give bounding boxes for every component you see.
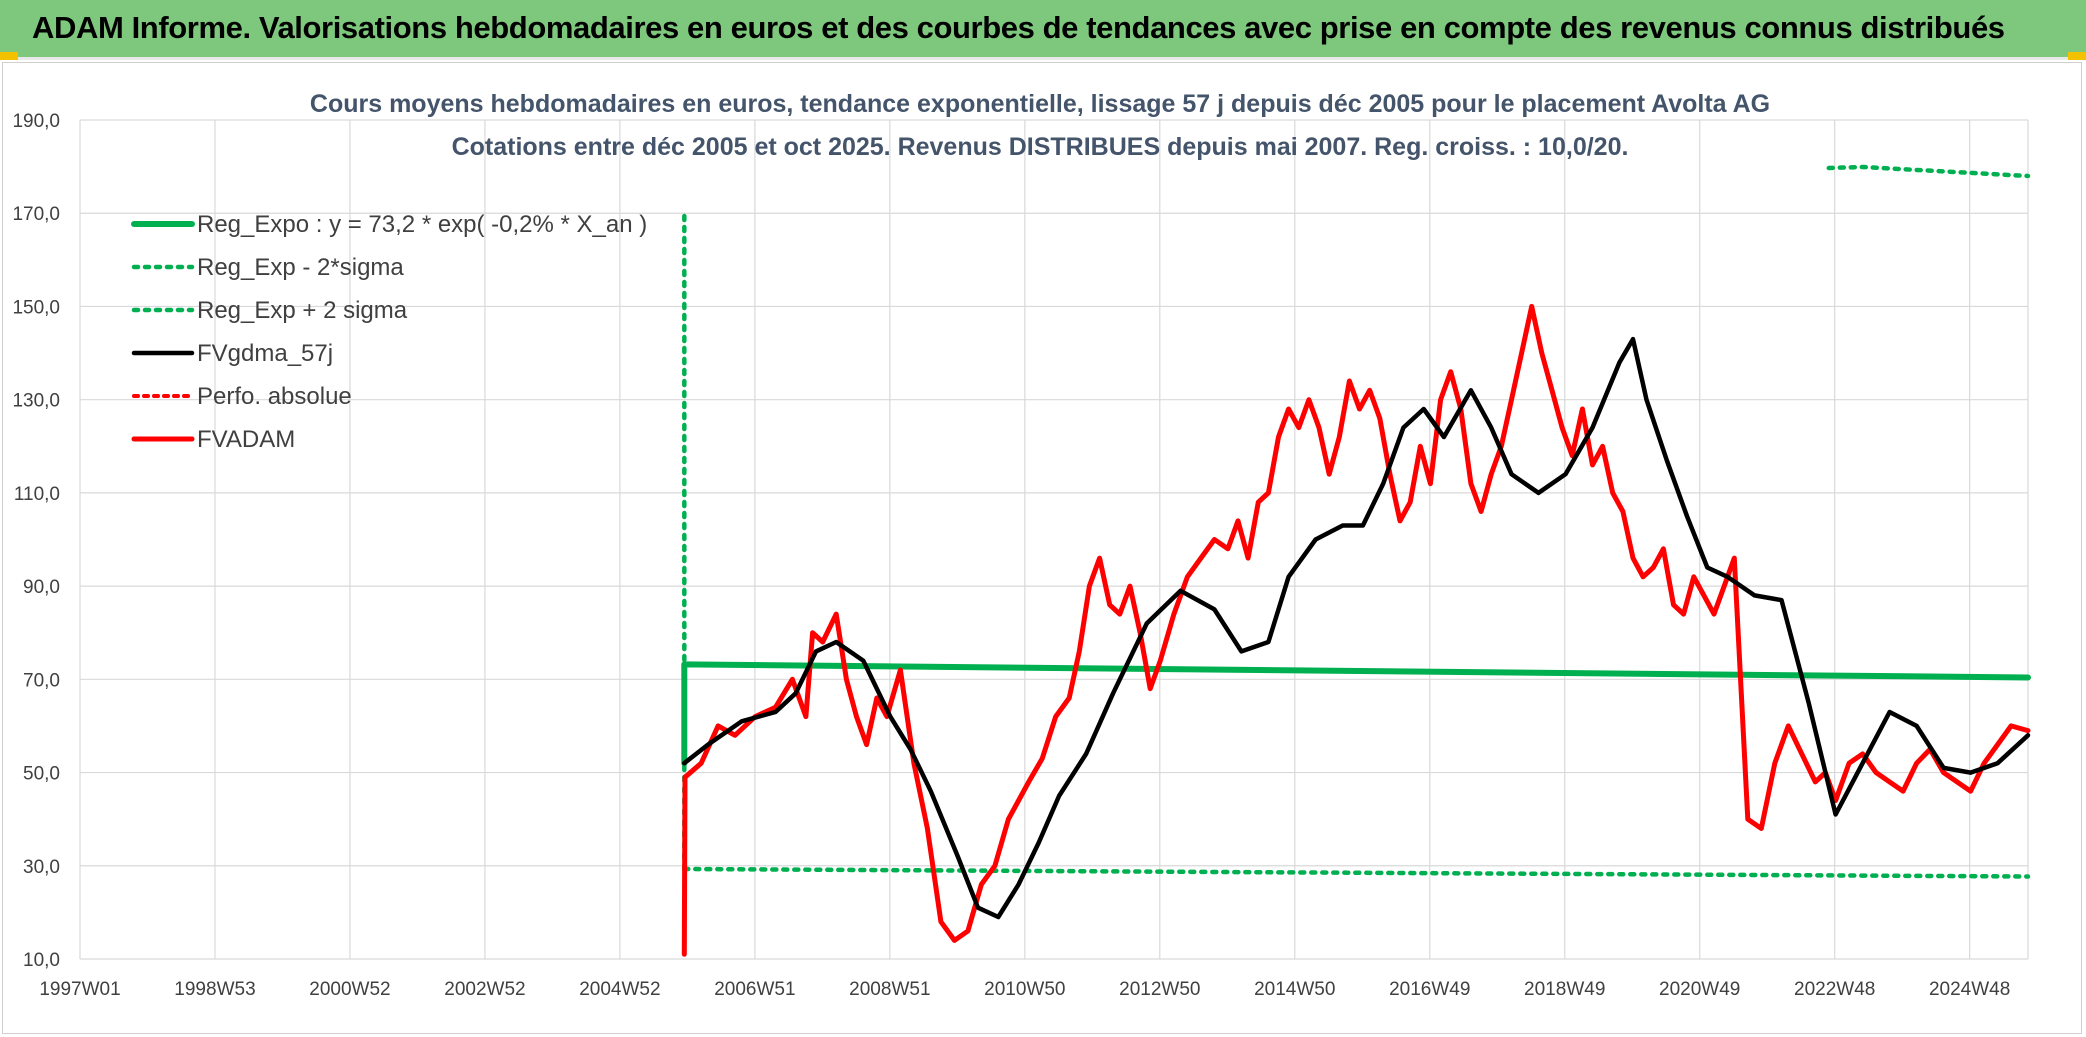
y-tick-label: 50,0 <box>23 764 60 785</box>
left-corner-accent <box>0 52 18 60</box>
y-tick-label: 90,0 <box>23 577 60 598</box>
y-tick-label: 70,0 <box>23 670 60 691</box>
x-tick-label: 2004W52 <box>579 979 660 1000</box>
page-title: ADAM Informe. Valorisations hebdomadaire… <box>32 10 2005 45</box>
x-tick-label: 2010W50 <box>984 979 1065 1000</box>
x-tick-label: 2022W48 <box>1794 979 1875 1000</box>
chart-frame <box>2 62 2082 1034</box>
legend-label: FVADAM <box>197 426 295 453</box>
x-tick-label: 1998W53 <box>174 979 255 1000</box>
x-tick-label: 1997W01 <box>39 979 120 1000</box>
x-tick-label: 2024W48 <box>1929 979 2010 1000</box>
y-tick-label: 130,0 <box>12 391 60 412</box>
legend-label: Reg_Expo : y = 73,2 * exp( -0,2% * X_an … <box>197 211 647 238</box>
x-tick-label: 2018W49 <box>1524 979 1605 1000</box>
series-lines <box>681 164 2031 957</box>
y-tick-label: 150,0 <box>12 297 60 318</box>
y-axis-ticks: 190,0 170,0 150,0 130,0 110,0 90,0 70,0 50,0 30,… <box>12 111 60 971</box>
header-banner: ADAM Informe. Valorisations hebdomadaire… <box>0 0 2086 60</box>
chart-subtitle: Cotations entre déc 2005 et oct 2025. Re… <box>452 133 1629 161</box>
y-tick-label: 30,0 <box>23 857 60 878</box>
y-tick-label: 10,0 <box>23 950 60 971</box>
series-line <box>681 303 2031 957</box>
series-line <box>1826 164 2031 179</box>
x-tick-label: 2006W51 <box>714 979 795 1000</box>
x-tick-label: 2014W50 <box>1254 979 1335 1000</box>
legend: Reg_Expo : y = 73,2 * exp( -0,2% * X_an … <box>131 211 647 453</box>
x-tick-label: 2016W49 <box>1389 979 1470 1000</box>
x-axis-ticks: 1997W01 1998W53 2000W52 2002W52 2004W52 2006W… <box>39 979 2010 1000</box>
legend-label: Reg_Exp + 2 sigma <box>197 297 408 324</box>
gridlines <box>79 119 2029 960</box>
x-tick-label: 2000W52 <box>309 979 390 1000</box>
legend-label: Reg_Exp - 2*sigma <box>197 254 404 281</box>
series-line <box>682 336 2031 920</box>
x-tick-label: 2012W50 <box>1119 979 1200 1000</box>
chart-title: Cours moyens hebdomadaires en euros, ten… <box>310 90 1770 118</box>
x-tick-label: 2020W49 <box>1659 979 1740 1000</box>
y-tick-label: 110,0 <box>14 484 60 505</box>
series-line <box>681 661 2031 767</box>
y-tick-label: 190,0 <box>12 111 60 132</box>
y-tick-label: 170,0 <box>12 204 60 225</box>
legend-label: Perfo. absolue <box>197 383 352 410</box>
legend-label: FVgdma_57j <box>197 340 333 367</box>
right-corner-accent <box>2068 52 2086 60</box>
x-tick-label: 2002W52 <box>444 979 525 1000</box>
x-tick-label: 2008W51 <box>849 979 930 1000</box>
series-line <box>682 866 2031 879</box>
